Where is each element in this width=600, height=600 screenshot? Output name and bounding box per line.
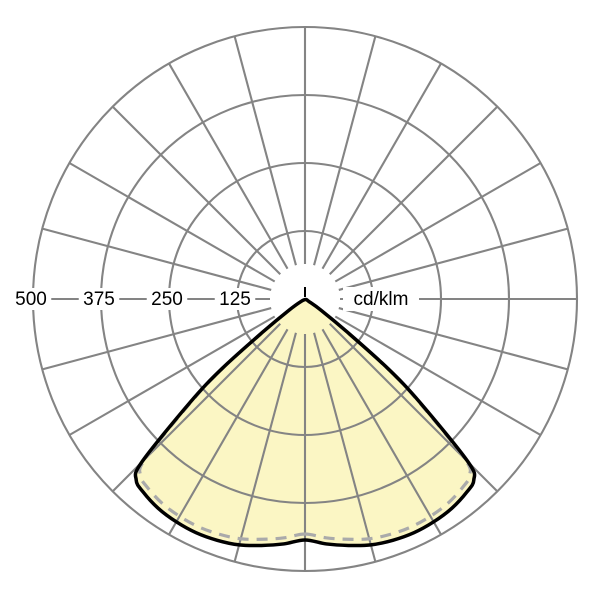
svg-text:375: 375 [83, 289, 115, 310]
svg-text:cd/klm: cd/klm [354, 289, 409, 310]
svg-text:125: 125 [219, 289, 251, 310]
svg-text:250: 250 [151, 289, 183, 310]
svg-text:500: 500 [15, 289, 47, 310]
